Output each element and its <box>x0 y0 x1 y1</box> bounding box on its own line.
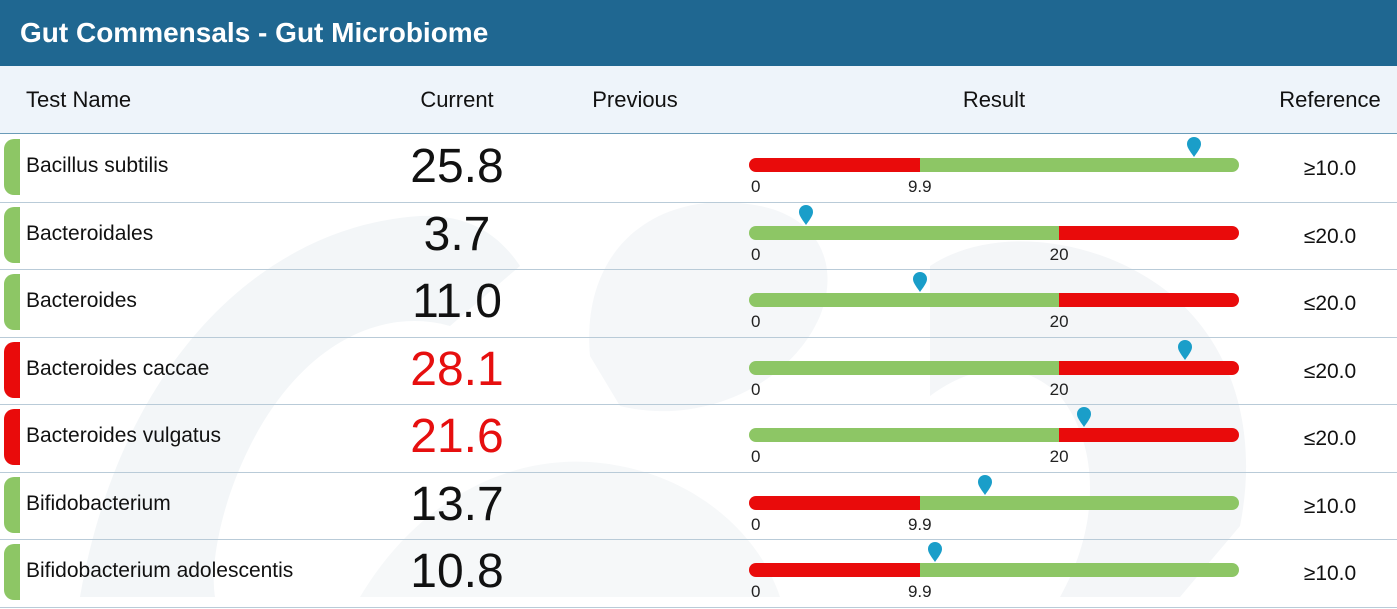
range-segment-low <box>749 360 1060 375</box>
reference-range: ≥10.0 <box>1303 157 1357 180</box>
table-row[interactable]: Bacteroidales 3.7 0 20 ≤20.0 <box>0 202 1397 270</box>
reference-range: ≤20.0 <box>1303 224 1357 248</box>
result-range-bar <box>749 158 1239 172</box>
range-tick-cutoff: 9.9 <box>907 177 932 196</box>
test-name: Bacteroides <box>26 289 137 312</box>
test-name: Bacteroides caccae <box>26 356 210 380</box>
table-row[interactable]: Bifidobacterium adolescentis 10.8 0 9.9 ≥10.… <box>0 539 1397 608</box>
test-name: Bifidobacterium adolescentis <box>26 559 294 582</box>
range-segment-high <box>919 495 1239 510</box>
result-range-bar <box>749 225 1239 240</box>
range-tick-zero: 0 <box>751 244 761 264</box>
range-tick-cutoff: 20 <box>1049 379 1069 399</box>
status-indicator <box>4 544 20 600</box>
reference-range: ≤20.0 <box>1303 359 1357 383</box>
range-segment-high <box>1059 225 1239 240</box>
status-indicator <box>4 274 20 330</box>
result-marker-icon <box>978 474 993 495</box>
status-indicator <box>4 206 20 263</box>
range-tick-zero: 0 <box>751 379 761 399</box>
status-indicator <box>4 341 20 398</box>
column-header-test-name[interactable]: Test Name <box>26 87 132 112</box>
current-value: 28.1 <box>410 342 504 396</box>
page-title: Gut Commensals - Gut Microbiome <box>20 17 489 48</box>
column-header-reference[interactable]: Reference <box>1279 87 1381 112</box>
result-range-bar <box>749 293 1239 307</box>
result-range-bar <box>749 563 1239 577</box>
current-value: 21.6 <box>410 410 504 463</box>
result-range-bar <box>749 495 1239 510</box>
current-value: 11.0 <box>412 275 502 328</box>
range-segment-low <box>749 495 920 510</box>
status-indicator <box>4 139 20 195</box>
reference-range: ≤20.0 <box>1303 292 1357 315</box>
range-segment-high <box>1059 360 1239 375</box>
range-segment-high <box>919 563 1239 577</box>
range-tick-cutoff: 20 <box>1049 244 1069 264</box>
range-segment-high <box>919 158 1239 172</box>
result-range-bar <box>749 360 1239 375</box>
range-tick-zero: 0 <box>751 177 761 196</box>
reference-range: ≥10.0 <box>1303 562 1357 585</box>
table-row[interactable]: Bacillus subtilis 25.8 0 9.9 ≥10.0 <box>0 134 1397 203</box>
result-marker-icon <box>1076 407 1091 427</box>
table-row[interactable]: Bacteroides caccae 28.1 0 20 ≤20.0 <box>0 337 1397 405</box>
range-tick-cutoff: 20 <box>1049 312 1069 331</box>
range-segment-low <box>749 225 1060 240</box>
status-indicator <box>4 409 20 465</box>
range-tick-zero: 0 <box>751 312 761 331</box>
range-tick-cutoff: 9.9 <box>907 582 932 601</box>
column-header-result[interactable]: Result <box>962 87 1026 112</box>
column-header-current[interactable]: Current <box>420 87 494 112</box>
result-marker-icon <box>1177 339 1192 360</box>
range-segment-low <box>749 158 920 172</box>
range-tick-zero: 0 <box>751 447 761 466</box>
result-marker-icon <box>928 542 943 562</box>
status-indicator <box>4 476 20 533</box>
range-segment-high <box>1059 293 1239 307</box>
test-name: Bacteroides vulgatus <box>26 424 221 447</box>
test-name: Bacillus subtilis <box>26 154 169 177</box>
page-header: Gut Commensals - Gut Microbiome <box>0 0 1397 66</box>
result-marker-icon <box>912 272 927 292</box>
result-range-bar <box>749 428 1239 442</box>
current-value: 25.8 <box>410 140 504 193</box>
range-tick-cutoff: 9.9 <box>907 514 932 534</box>
current-value: 13.7 <box>410 477 504 531</box>
range-tick-zero: 0 <box>751 514 761 534</box>
table-header: Test Name Current Previous Result Refere… <box>0 66 1397 134</box>
range-tick-zero: 0 <box>751 582 761 601</box>
range-segment-low <box>749 563 920 577</box>
table-row[interactable]: Bifidobacterium 13.7 0 9.9 ≥10.0 <box>0 472 1397 540</box>
test-name: Bifidobacterium <box>26 491 171 515</box>
range-segment-low <box>749 293 1060 307</box>
range-tick-cutoff: 20 <box>1049 447 1069 466</box>
result-marker-icon <box>1187 137 1202 157</box>
column-header-previous[interactable]: Previous <box>592 87 678 112</box>
table-row[interactable]: Bacteroides vulgatus 21.6 0 20 ≤20.0 <box>0 404 1397 473</box>
result-marker-icon <box>799 204 814 225</box>
current-value: 3.7 <box>423 207 491 261</box>
test-name: Bacteroidales <box>26 221 154 245</box>
current-value: 10.8 <box>410 545 504 598</box>
reference-range: ≤20.0 <box>1303 427 1357 450</box>
table-row[interactable]: Bacteroides 11.0 0 20 ≤20.0 <box>0 269 1397 338</box>
range-segment-high <box>1059 428 1239 442</box>
range-segment-low <box>749 428 1060 442</box>
reference-range: ≥10.0 <box>1303 494 1357 518</box>
